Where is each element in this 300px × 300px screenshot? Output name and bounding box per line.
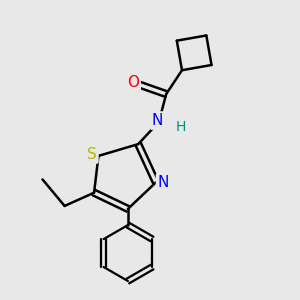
Text: N: N [158,175,169,190]
Text: H: H [176,120,186,134]
Text: S: S [87,147,97,162]
Text: N: N [152,113,163,128]
Text: O: O [127,75,139,90]
